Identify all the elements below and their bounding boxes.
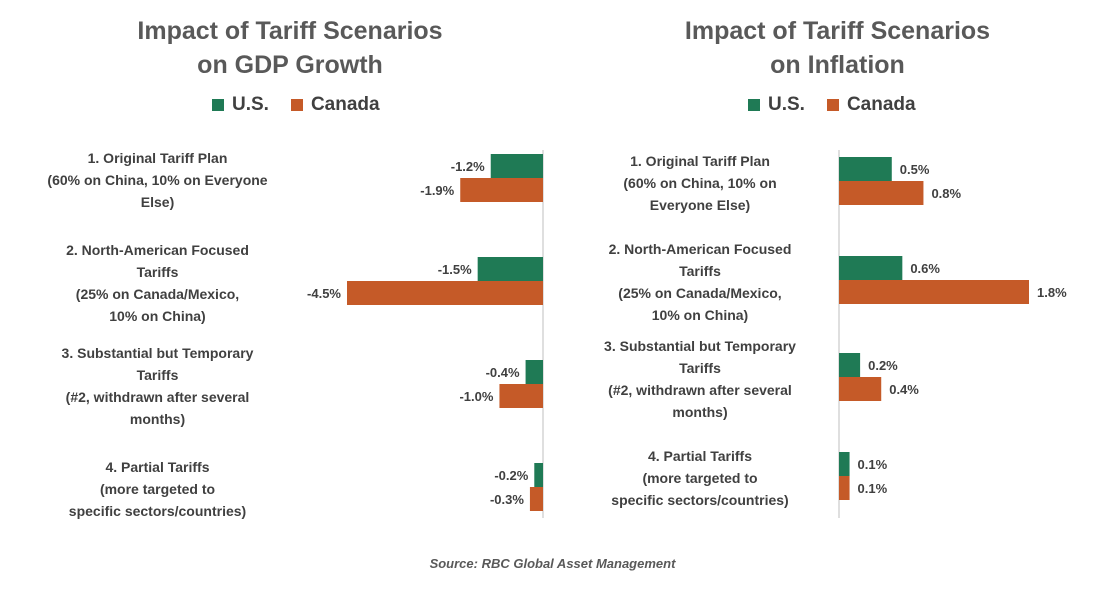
bar-canada bbox=[839, 377, 882, 401]
data-label-us: -0.2% bbox=[494, 468, 528, 483]
legend-label-us: U.S. bbox=[232, 94, 269, 115]
legend-item-us: U.S. bbox=[748, 94, 805, 116]
category-label-line: months) bbox=[129, 411, 186, 427]
category-label-line: (60% on China, 10% on bbox=[623, 175, 777, 191]
bar-us bbox=[525, 360, 543, 384]
chart-legend: U.S. Canada bbox=[212, 94, 402, 116]
category-label-line: Tariffs bbox=[136, 367, 179, 383]
bar-us bbox=[477, 257, 543, 281]
gdp-chart-panel: Impact of Tariff Scenarios on GDP Growth… bbox=[0, 0, 560, 540]
category-label: 3. Substantial but Temporary Tariffs (#2, … bbox=[20, 342, 295, 430]
legend-item-canada: Canada bbox=[826, 94, 916, 116]
category-label-line: (more targeted to bbox=[99, 481, 216, 497]
data-label-us: -1.5% bbox=[438, 262, 472, 277]
bar-canada bbox=[460, 178, 543, 202]
bar-canada bbox=[839, 280, 1029, 304]
legend-swatch-us bbox=[212, 99, 224, 111]
chart-title-line: on Inflation bbox=[770, 51, 905, 79]
data-label-canada: -1.0% bbox=[459, 389, 493, 404]
category-label-line: 4. Partial Tariffs bbox=[647, 448, 752, 464]
legend-swatch-us bbox=[748, 99, 760, 111]
gdp-bar-chart: -1.2% -1.5% -0.4% -0.2% -1.9% -4.5% -1.0% -0.3% bbox=[307, 150, 544, 518]
category-label: 1. Original Tariff Plan (60% on China, 10… bbox=[20, 147, 295, 213]
data-label-us: 0.1% bbox=[858, 457, 888, 472]
category-label-line: (25% on Canada/Mexico, bbox=[75, 286, 240, 302]
chart-title-line: Impact of Tariff Scenarios bbox=[684, 17, 991, 45]
category-label-line: 3. Substantial but Temporary bbox=[604, 338, 796, 354]
inflation-chart-panel: Impact of Tariff Scenarios on Inflation … bbox=[560, 0, 1105, 540]
data-label-canada: -1.9% bbox=[420, 183, 454, 198]
category-label-line: 1. Original Tariff Plan bbox=[630, 153, 770, 169]
legend-label-us: U.S. bbox=[768, 94, 805, 115]
bar-canada bbox=[529, 487, 543, 511]
category-label: 2. North-American Focused Tariffs (25% on … bbox=[20, 239, 295, 327]
category-label-line: (#2, withdrawn after several bbox=[65, 389, 250, 405]
data-label-us: 0.6% bbox=[910, 261, 940, 276]
bar-us bbox=[839, 353, 861, 377]
category-label-line: 2. North-American Focused bbox=[608, 241, 792, 257]
category-label-line: Else) bbox=[140, 194, 175, 210]
category-label-line: 4. Partial Tariffs bbox=[105, 459, 210, 475]
chart-title-line: on GDP Growth bbox=[197, 51, 383, 79]
bar-canada bbox=[499, 384, 543, 408]
data-label-us: -1.2% bbox=[451, 159, 485, 174]
inflation-bar-chart: 0.5% 0.6% 0.2% 0.1% 0.8% 1.8% 0.4% 0.1% bbox=[838, 150, 1067, 518]
legend-swatch-canada bbox=[290, 99, 303, 111]
data-label-canada: -4.5% bbox=[307, 286, 341, 301]
data-label-canada: 1.8% bbox=[1037, 285, 1067, 300]
category-label: 4. Partial Tariffs (more targeted to speci… bbox=[20, 456, 295, 522]
category-label-line: (60% on China, 10% on Everyone bbox=[47, 172, 268, 188]
bar-us bbox=[839, 157, 892, 181]
chart-title: Impact of Tariff Scenarios on GDP Growth bbox=[40, 14, 540, 82]
category-label-line: (25% on Canada/Mexico, bbox=[618, 285, 782, 301]
category-label-line: 10% on China) bbox=[109, 308, 206, 324]
chart-legend: U.S. Canada bbox=[748, 94, 938, 116]
category-label-line: (#2, withdrawn after several bbox=[608, 382, 792, 398]
category-label: 3. Substantial but Temporary Tariffs (#2, … bbox=[580, 335, 820, 423]
category-label-line: Everyone Else) bbox=[649, 197, 751, 213]
category-label-line: 10% on China) bbox=[651, 307, 749, 323]
legend-swatch-canada bbox=[826, 99, 839, 111]
bar-canada bbox=[347, 281, 543, 305]
data-label-canada: 0.1% bbox=[858, 481, 888, 496]
data-label-canada: -0.3% bbox=[490, 492, 524, 507]
category-label-line: Tariffs bbox=[679, 263, 721, 279]
category-label-line: specific sectors/countries) bbox=[611, 492, 789, 508]
category-label: 4. Partial Tariffs (more targeted to speci… bbox=[580, 445, 820, 511]
bar-us bbox=[839, 256, 903, 280]
legend-item-canada: Canada bbox=[290, 94, 380, 116]
category-label-line: 2. North-American Focused bbox=[66, 242, 249, 258]
data-label-us: 0.5% bbox=[900, 162, 930, 177]
bar-us bbox=[534, 463, 543, 487]
bar-canada bbox=[839, 181, 924, 205]
category-label-line: Tariffs bbox=[136, 264, 179, 280]
data-label-canada: 0.8% bbox=[931, 186, 961, 201]
chart-title: Impact of Tariff Scenarios on Inflation bbox=[605, 14, 1070, 82]
bar-us bbox=[490, 154, 543, 178]
bar-canada bbox=[839, 476, 850, 500]
legend-item-us: U.S. bbox=[212, 94, 269, 116]
category-label-line: (more targeted to bbox=[642, 470, 758, 486]
legend-label-canada: Canada bbox=[846, 94, 916, 115]
source-note: Source: RBC Global Asset Management bbox=[429, 556, 676, 571]
category-label-line: months) bbox=[672, 404, 728, 420]
data-label-us: 0.2% bbox=[868, 358, 898, 373]
bar-us bbox=[839, 452, 850, 476]
data-label-canada: 0.4% bbox=[889, 382, 919, 397]
category-label: 2. North-American Focused Tariffs (25% on … bbox=[580, 238, 820, 326]
category-label-line: Tariffs bbox=[679, 360, 721, 376]
legend-label-canada: Canada bbox=[310, 94, 380, 115]
category-label: 1. Original Tariff Plan (60% on China, 10… bbox=[580, 150, 820, 216]
category-label-line: 3. Substantial but Temporary bbox=[61, 345, 254, 361]
category-label-line: 1. Original Tariff Plan bbox=[87, 150, 228, 166]
chart-title-line: Impact of Tariff Scenarios bbox=[137, 17, 443, 45]
data-label-us: -0.4% bbox=[486, 365, 520, 380]
category-label-line: specific sectors/countries) bbox=[68, 503, 247, 519]
